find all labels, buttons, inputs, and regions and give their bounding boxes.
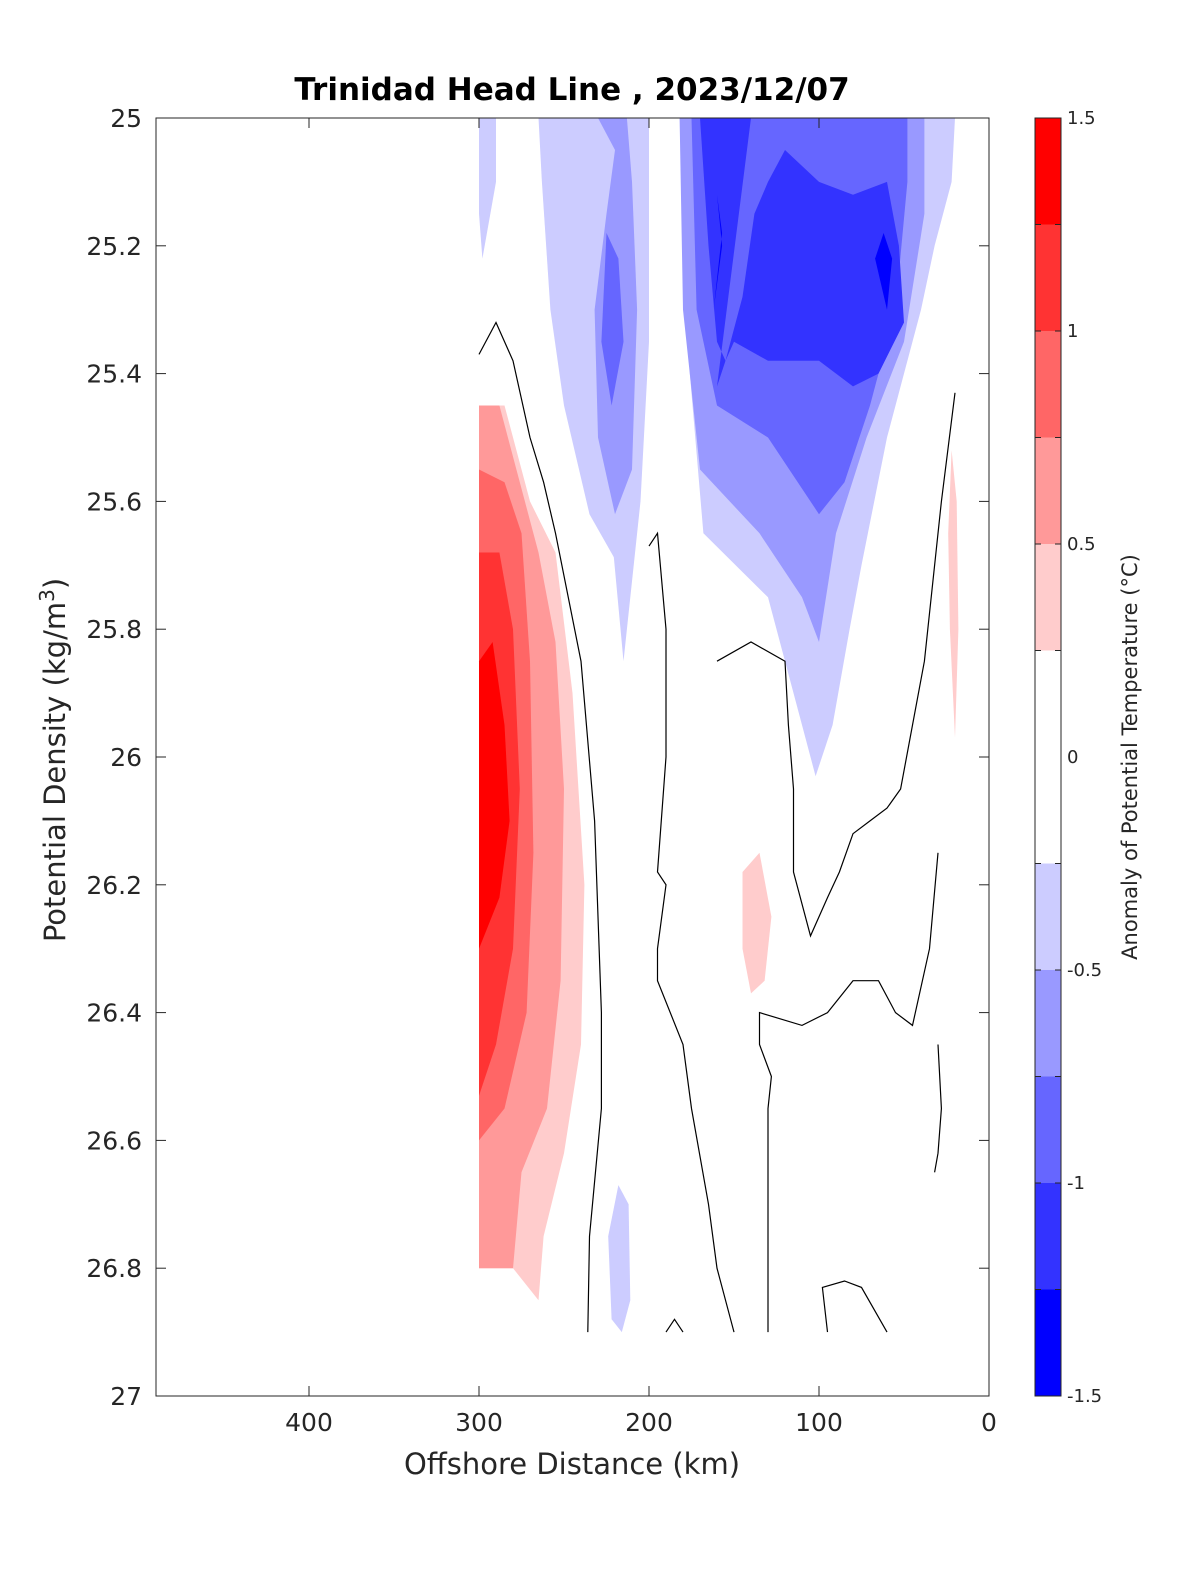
- y-tick-label: 26.6: [86, 1126, 142, 1155]
- zero-contour-line-4: [934, 1044, 943, 1173]
- zero-contour-line-3: [758, 852, 939, 1333]
- y-tick-label: 25: [110, 104, 142, 133]
- colorbar-swatch: [1035, 1183, 1061, 1290]
- y-axis-ticks: 25 25.2 25.4 25.6 25.8 26 26.2 26.4 26.6 26.8 27: [86, 104, 989, 1411]
- contour-fill-15: [713, 194, 723, 310]
- contour-fill-7: [479, 118, 496, 259]
- colorbar-swatch: [1035, 863, 1061, 970]
- x-tick-label: 300: [455, 1408, 503, 1437]
- y-axis-label-main: Potential Density (kg/m: [38, 602, 72, 942]
- colorbar-tick-label: 1: [1067, 321, 1078, 342]
- y-tick-label: 25.6: [86, 487, 142, 516]
- colorbar-tick-label: -1.5: [1067, 1386, 1102, 1407]
- x-tick-label: 400: [285, 1408, 333, 1437]
- y-tick-label: 26.8: [86, 1254, 142, 1283]
- colorbar: -1.5 -1 -0.5 0 0.5 1 1.5: [1034, 108, 1102, 1407]
- x-tick-label: 200: [625, 1408, 673, 1437]
- zero-contour-line-2: [716, 392, 956, 938]
- zero-contour-line-1: [648, 531, 735, 1333]
- contour-fill-5: [742, 852, 772, 994]
- y-tick-label: 25.4: [86, 360, 142, 389]
- y-tick-label: 26: [110, 743, 142, 772]
- y-axis-label: Potential Density (kg/m3): [35, 578, 72, 942]
- x-tick-label: 0: [981, 1408, 997, 1437]
- x-tick-label: 100: [795, 1408, 843, 1437]
- colorbar-swatch: [1035, 544, 1061, 651]
- zero-contour-line-6: [665, 1318, 684, 1333]
- y-axis-label-superscript: 3: [35, 589, 59, 602]
- zero-contour-line-5: [821, 1280, 888, 1333]
- filled-contours: [479, 118, 959, 1333]
- colorbar-tick-label: 0.5: [1067, 534, 1096, 555]
- colorbar-frame: [1034, 117, 1062, 1397]
- colorbar-swatch: [1035, 1289, 1061, 1396]
- y-tick-label: 26.2: [86, 871, 142, 900]
- chart-title: Trinidad Head Line , 2023/12/07: [294, 72, 849, 108]
- y-tick-label: 26.4: [86, 999, 142, 1028]
- contour-fill-12: [601, 233, 624, 406]
- colorbar-tick-label: -1: [1067, 1173, 1085, 1194]
- colorbar-swatch: [1035, 224, 1061, 331]
- contour-fill-16: [875, 233, 893, 310]
- colorbar-swatch: [1035, 331, 1061, 438]
- contour-fill-14: [700, 118, 904, 387]
- x-axis-ticks: 400 300 200 100 0: [285, 118, 997, 1437]
- colorbar-swatch: [1035, 970, 1061, 1077]
- y-tick-label: 25.2: [86, 232, 142, 261]
- y-tick-label: 25.8: [86, 615, 142, 644]
- colorbar-swatch: [1035, 650, 1061, 864]
- zero-contour-lines: [478, 321, 956, 1333]
- y-axis-label-close: ): [38, 578, 72, 589]
- colorbar-tick-label: 0: [1067, 747, 1078, 768]
- colorbar-tick-label: -0.5: [1067, 960, 1102, 981]
- colorbar-swatch: [1035, 1076, 1061, 1183]
- y-tick-label: 27: [110, 1382, 142, 1411]
- x-axis-label: Offshore Distance (km): [404, 1447, 740, 1481]
- colorbar-tick-label: 1.5: [1067, 108, 1096, 129]
- contour-fill-6: [948, 450, 959, 738]
- colorbar-label: Anomaly of Potential Temperature (°C): [1118, 554, 1142, 960]
- zero-contour-line-0: [478, 321, 603, 1333]
- colorbar-swatch: [1035, 118, 1061, 225]
- contour-fill-17: [608, 1185, 631, 1333]
- colorbar-swatch: [1035, 437, 1061, 544]
- contour-fill-4: [479, 642, 510, 949]
